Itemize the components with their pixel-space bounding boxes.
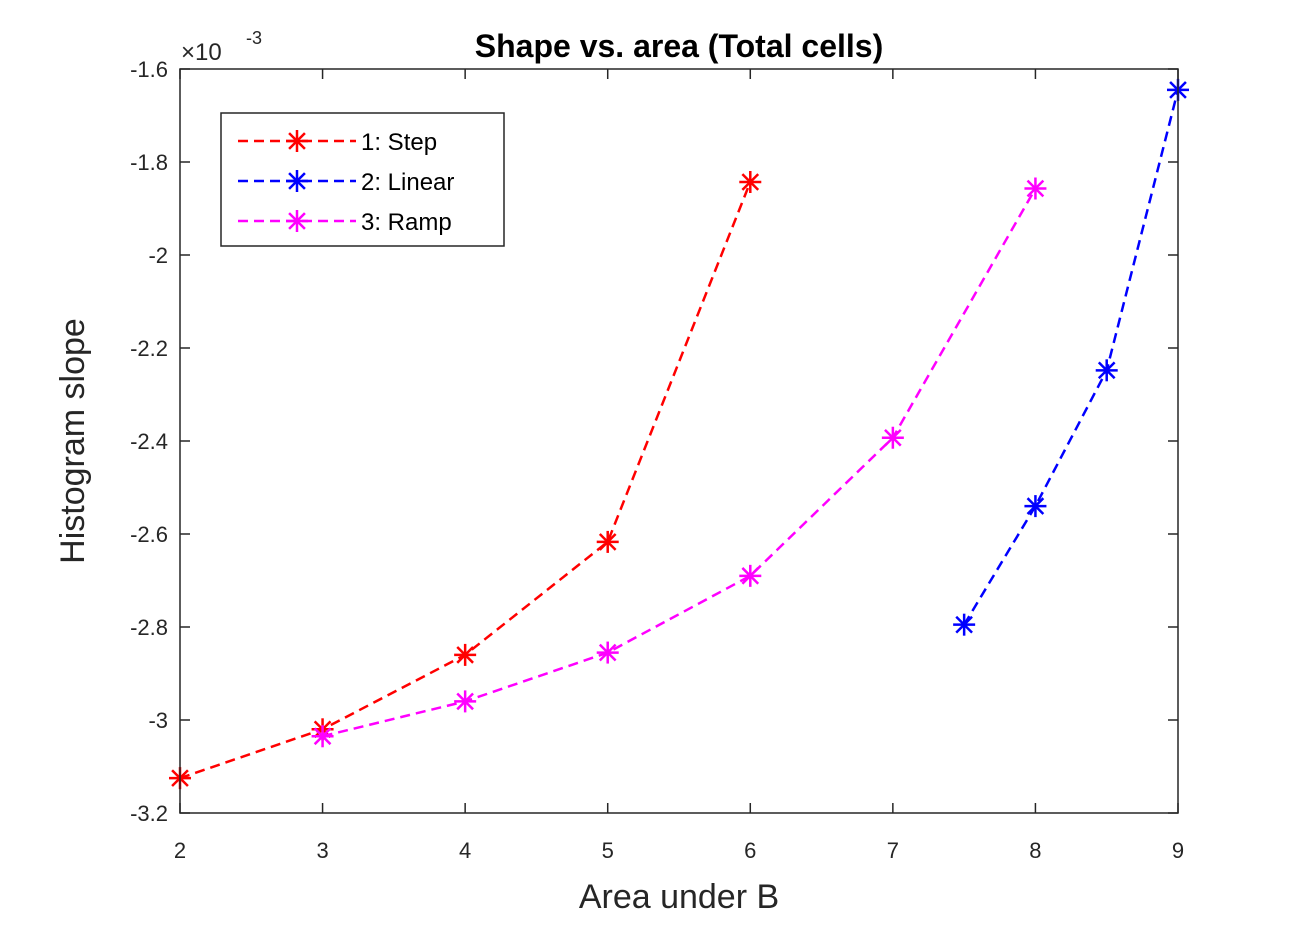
series-line [179, 181, 752, 780]
x-tick-label: 8 [1029, 838, 1041, 863]
series-3 [311, 177, 1047, 748]
y-multiplier: ×10 -3 [181, 28, 262, 66]
legend: 1: Step 2: Linear 3: Ramp [220, 112, 505, 247]
y-axis-title: Histogram slope [54, 318, 92, 564]
data-point [1024, 177, 1047, 200]
series-layer [169, 78, 1189, 790]
data-point [739, 564, 762, 587]
x-tick-label: 7 [887, 838, 899, 863]
y-tick-label: -3 [148, 708, 168, 733]
x-axis-title: Area under B [579, 878, 779, 916]
data-point [596, 530, 619, 553]
x-tick-label: 6 [744, 838, 756, 863]
y-tick-label: -2 [148, 243, 168, 268]
legend-item: 2: Linear [238, 169, 454, 196]
data-point [596, 641, 619, 664]
series-line [963, 89, 1180, 626]
data-point [311, 725, 334, 748]
data-point [953, 613, 976, 636]
data-point [1095, 359, 1118, 382]
y-tick-label: -1.6 [130, 57, 168, 82]
data-point [739, 170, 762, 193]
y-tick-label: -3.2 [130, 801, 168, 826]
chart-title: Shape vs. area (Total cells) [475, 28, 883, 64]
legend-item: 1: Step [238, 129, 437, 156]
legend-marker [286, 170, 308, 192]
data-point [454, 690, 477, 713]
x-tick-label: 2 [174, 838, 186, 863]
legend-label: 1: Step [361, 129, 437, 156]
y-tick-label: -2.8 [130, 615, 168, 640]
data-point [454, 643, 477, 666]
data-point [1024, 495, 1047, 518]
y-tick-label: -2.4 [130, 429, 168, 454]
legend-marker [286, 130, 308, 152]
x-tick-label: 3 [316, 838, 328, 863]
legend-label: 2: Linear [361, 169, 454, 196]
x-tick-label: 4 [459, 838, 471, 863]
legend-box [220, 112, 505, 247]
legend-item: 3: Ramp [238, 209, 452, 236]
data-point [881, 426, 904, 449]
plot-frame [179, 68, 1179, 814]
y-multiplier-exponent: -3 [246, 28, 262, 48]
y-multiplier-base: ×10 [181, 39, 222, 66]
x-tick-label: 9 [1172, 838, 1184, 863]
legend-marker [286, 210, 308, 232]
x-tick-label: 5 [602, 838, 614, 863]
series-line [322, 187, 1037, 738]
y-tick-label: -2.6 [130, 522, 168, 547]
y-tick-label: -2.2 [130, 336, 168, 361]
y-tick-label: -1.8 [130, 150, 168, 175]
axis-ticks: 2 3 4 5 6 7 8 9 -3.2 -3 -2.8 -2.6 -2.4 -2.2 -2 -1.8 -1.6 [130, 57, 1184, 863]
series-2 [953, 78, 1189, 636]
legend-label: 3: Ramp [361, 209, 452, 236]
